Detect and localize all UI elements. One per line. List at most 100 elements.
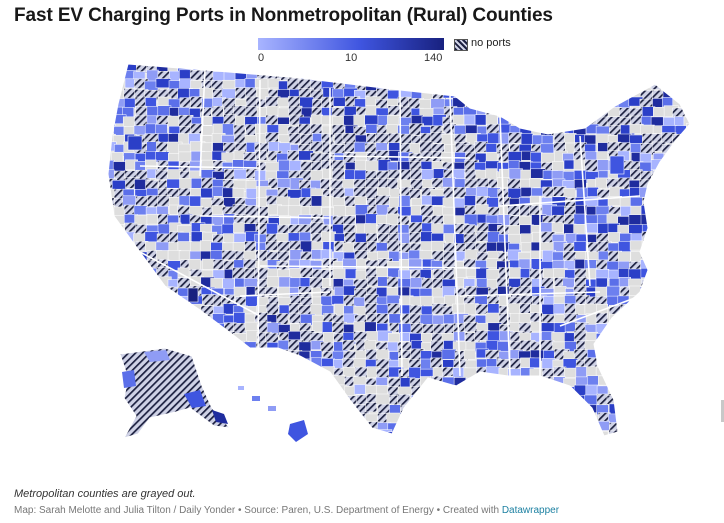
county-cell[interactable] <box>421 62 435 73</box>
county-cell[interactable] <box>433 64 446 74</box>
county-cell[interactable] <box>111 249 124 262</box>
county-cell[interactable] <box>529 114 545 127</box>
county-cell[interactable] <box>630 359 644 372</box>
county-cell[interactable] <box>487 431 503 441</box>
county-cell[interactable] <box>672 414 685 427</box>
county-cell[interactable] <box>409 430 422 441</box>
county-cell[interactable] <box>112 261 127 273</box>
county-cell[interactable] <box>312 441 327 451</box>
county-cell[interactable] <box>199 321 215 334</box>
county-cell[interactable] <box>187 287 199 303</box>
county-cell[interactable] <box>333 430 346 442</box>
county-cell[interactable] <box>212 376 228 386</box>
county-cell[interactable] <box>202 439 213 449</box>
county-cell[interactable] <box>629 421 642 433</box>
county-cell[interactable] <box>222 395 235 407</box>
county-cell[interactable] <box>102 331 116 343</box>
county-cell[interactable] <box>419 141 434 153</box>
county-cell[interactable] <box>375 195 391 206</box>
county-cell[interactable] <box>695 277 710 289</box>
county-cell[interactable] <box>587 98 602 110</box>
county-cell[interactable] <box>101 431 115 442</box>
county-cell[interactable] <box>146 276 160 289</box>
county-cell[interactable] <box>585 439 600 450</box>
county-cell[interactable] <box>485 63 499 74</box>
county-cell[interactable] <box>410 71 426 84</box>
county-cell[interactable] <box>619 385 634 396</box>
county-cell[interactable] <box>111 313 125 326</box>
county-cell[interactable] <box>111 402 126 413</box>
county-cell[interactable] <box>210 394 225 405</box>
county-cell[interactable] <box>629 285 642 297</box>
county-cell[interactable] <box>683 223 698 236</box>
county-cell[interactable] <box>122 332 138 344</box>
county-cell[interactable] <box>651 223 667 234</box>
county-cell[interactable] <box>673 168 687 180</box>
county-cell[interactable] <box>651 348 664 359</box>
county-cell[interactable] <box>147 324 163 335</box>
county-cell[interactable] <box>134 286 149 299</box>
county-cell[interactable] <box>222 278 235 290</box>
county-cell[interactable] <box>267 441 280 453</box>
county-cell[interactable] <box>697 133 710 142</box>
county-cell[interactable] <box>619 439 631 451</box>
county-cell[interactable] <box>112 429 126 441</box>
county-cell[interactable] <box>364 63 377 74</box>
county-cell[interactable] <box>640 332 656 345</box>
county-cell[interactable] <box>355 61 371 73</box>
county-cell[interactable] <box>420 79 433 90</box>
county-cell[interactable] <box>662 231 675 243</box>
county-cell[interactable] <box>485 89 498 101</box>
county-cell[interactable] <box>674 159 688 171</box>
county-cell[interactable] <box>652 421 668 434</box>
county-cell[interactable] <box>233 440 246 450</box>
county-cell[interactable] <box>652 196 666 209</box>
county-cell[interactable] <box>113 240 128 252</box>
county-cell[interactable] <box>408 367 421 380</box>
county-cell[interactable] <box>607 332 620 342</box>
county-cell[interactable] <box>166 429 182 441</box>
county-cell[interactable] <box>652 287 667 299</box>
county-cell[interactable] <box>683 421 699 434</box>
county-cell[interactable] <box>696 160 709 171</box>
county-cell[interactable] <box>498 70 513 83</box>
county-cell[interactable] <box>156 141 168 152</box>
county-cell[interactable] <box>684 278 696 290</box>
county-cell[interactable] <box>485 168 498 180</box>
county-cell[interactable] <box>685 179 700 191</box>
county-cell[interactable] <box>321 413 337 424</box>
county-cell[interactable] <box>695 360 707 370</box>
county-cell[interactable] <box>630 321 644 334</box>
county-cell[interactable] <box>695 296 709 308</box>
county-cell[interactable] <box>114 411 130 422</box>
county-cell[interactable] <box>541 420 557 431</box>
county-cell[interactable] <box>619 304 633 315</box>
county-cell[interactable] <box>641 279 656 290</box>
county-cell[interactable] <box>232 421 248 434</box>
county-cell[interactable] <box>233 393 249 405</box>
county-cell[interactable] <box>685 141 700 153</box>
county-cell[interactable] <box>276 375 289 386</box>
county-cell[interactable] <box>463 422 476 434</box>
county-cell[interactable] <box>508 393 522 406</box>
county-cell[interactable] <box>454 63 469 75</box>
county-cell[interactable] <box>486 386 499 397</box>
county-cell[interactable] <box>683 204 698 215</box>
county-cell[interactable] <box>188 258 201 271</box>
county-cell[interactable] <box>300 61 316 74</box>
county-cell[interactable] <box>653 440 664 450</box>
county-cell[interactable] <box>254 170 267 182</box>
county-cell[interactable] <box>663 430 677 441</box>
county-cell[interactable] <box>663 439 675 450</box>
county-cell[interactable] <box>245 441 260 452</box>
county-cell[interactable] <box>530 152 543 163</box>
county-cell[interactable] <box>244 341 258 353</box>
county-cell[interactable] <box>695 115 708 126</box>
county-cell[interactable] <box>410 422 424 435</box>
county-cell[interactable] <box>155 322 170 334</box>
county-cell[interactable] <box>290 385 304 397</box>
county-cell[interactable] <box>309 431 326 443</box>
county-cell[interactable] <box>265 132 279 144</box>
county-cell[interactable] <box>243 429 257 441</box>
county-cell[interactable] <box>365 178 380 189</box>
